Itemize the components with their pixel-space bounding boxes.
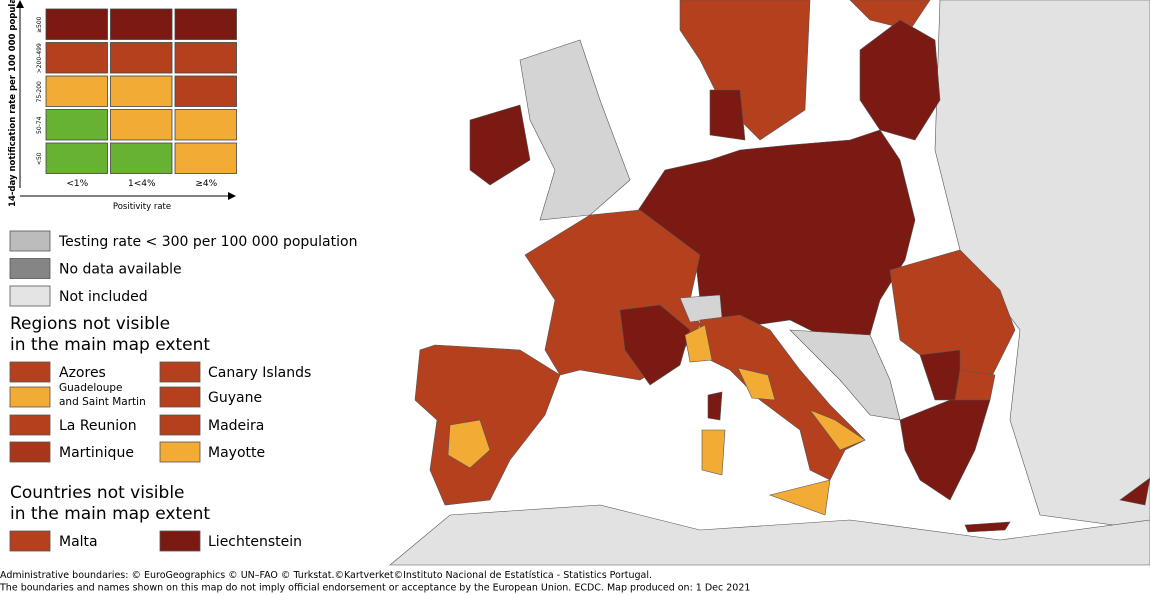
region-label: Mayotte <box>208 445 265 461</box>
matrix-cell <box>174 42 237 74</box>
y-axis-label: 14-day notification rate per 100 000 pop… <box>8 0 18 207</box>
region-label: La Reunion <box>59 418 137 434</box>
matrix-cell <box>45 142 108 174</box>
region-swatch <box>9 414 51 436</box>
region-swatch <box>159 386 201 408</box>
legend-label: Testing rate < 300 per 100 000 populatio… <box>58 234 357 250</box>
footer-text: Administrative boundaries: © EuroGeograp… <box>0 570 652 581</box>
matrix-cell <box>110 75 173 107</box>
region-swatch <box>9 530 51 552</box>
section-heading: in the main map extent <box>10 504 210 524</box>
matrix-cell <box>174 142 237 174</box>
matrix-cell <box>45 42 108 74</box>
section-heading: Countries not visible <box>10 483 185 503</box>
region-label: Malta <box>59 534 98 550</box>
region-label: Liechtenstein <box>208 534 302 550</box>
region-swatch <box>9 441 51 463</box>
row-label: >200-499 <box>36 43 43 73</box>
region-label: Guadeloupe <box>59 382 122 394</box>
arrow-head <box>16 0 24 8</box>
region-label: Madeira <box>208 418 264 434</box>
matrix-cell <box>110 142 173 174</box>
arrow-head <box>228 192 236 200</box>
matrix-cell <box>110 8 173 40</box>
region-label: Canary Islands <box>208 365 311 381</box>
region-label: Martinique <box>59 445 134 461</box>
footer-text: The boundaries and names shown on this m… <box>0 583 750 594</box>
legend-swatch <box>9 285 51 307</box>
region-swatch <box>159 414 201 436</box>
row-label: <50 <box>36 152 43 165</box>
row-label: ≥500 <box>36 16 43 33</box>
region-label: and Saint Martin <box>59 396 146 408</box>
region-swatch <box>159 441 201 463</box>
matrix-cell <box>45 109 108 141</box>
matrix-cell <box>45 8 108 40</box>
legend-swatch <box>9 258 51 279</box>
column-label: 1<4% <box>128 179 156 189</box>
column-label: ≥4% <box>195 179 217 189</box>
matrix-cell <box>110 109 173 141</box>
region-label: Guyane <box>208 390 262 406</box>
matrix-cell <box>45 75 108 107</box>
legend-label: No data available <box>59 262 182 278</box>
row-label: 50-74 <box>36 116 43 134</box>
section-heading: Regions not visible <box>10 314 170 334</box>
row-label: 75-200 <box>36 81 43 102</box>
x-axis-label: Positivity rate <box>113 202 171 212</box>
region-swatch <box>9 361 51 383</box>
region-swatch <box>159 530 201 552</box>
legend-swatch <box>9 230 51 252</box>
matrix-cell <box>110 42 173 74</box>
legend-label: Not included <box>59 289 148 305</box>
region-swatch <box>159 361 201 383</box>
map <box>389 0 1150 566</box>
region-label: Azores <box>59 365 106 381</box>
matrix-cell <box>174 109 237 141</box>
matrix-cell <box>174 75 237 107</box>
section-heading: in the main map extent <box>10 335 210 355</box>
region-swatch <box>9 386 51 408</box>
matrix-cell <box>174 8 237 40</box>
column-label: <1% <box>66 179 88 189</box>
